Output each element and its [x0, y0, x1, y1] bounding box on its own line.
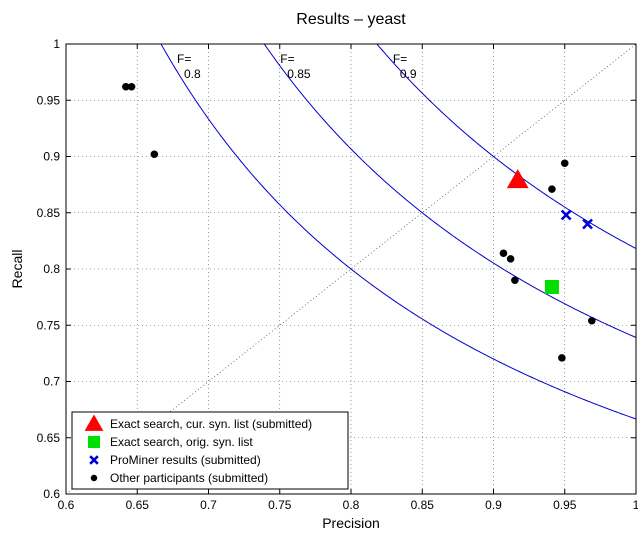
data-point-x [582, 218, 593, 230]
legend-marker-triangle [84, 414, 104, 431]
f-curves [160, 43, 637, 420]
f-curve-label-prefix: F= [177, 52, 191, 66]
x-tick-label: 0.85 [411, 498, 435, 512]
data-point-x [560, 209, 572, 221]
data-point-dot [150, 150, 159, 159]
y-tick-label: 0.65 [37, 431, 61, 445]
f-curve-label-prefix: F= [280, 52, 294, 66]
legend-entry-label: ProMiner results (submitted) [110, 453, 261, 467]
data-point-dot [506, 255, 515, 263]
y-tick-label: 0.75 [37, 318, 61, 332]
legend-marker-dot [90, 474, 98, 482]
y-tick-label: 0.7 [43, 375, 60, 389]
x-tick-label: 0.6 [58, 498, 75, 512]
data-points [122, 82, 596, 362]
y-tick-label: 0.9 [43, 150, 60, 164]
f-curve-0-85 [263, 43, 637, 338]
x-tick-label: 0.75 [268, 498, 292, 512]
x-axis-label: Precision [322, 515, 380, 531]
x-tick-label: 1 [633, 498, 638, 512]
data-point-triangle [506, 169, 529, 189]
legend: Exact search, cur. syn. list (submitted)… [71, 411, 349, 490]
x-marker-stroke [89, 455, 99, 465]
x-tick-label: 0.95 [553, 498, 577, 512]
data-point-dot [588, 316, 596, 325]
data-point-dot [499, 249, 508, 258]
legend-box [71, 411, 349, 490]
y-axis-label: Recall [9, 250, 25, 289]
legend-marker-square [87, 435, 101, 449]
y-axis: 0.6 0.65 0.7 0.75 0.8 0.85 0.9 0.95 1 [37, 37, 636, 501]
data-point-dot [560, 159, 569, 168]
x-tick-label: 0.9 [485, 498, 502, 512]
f-curve-0-9 [376, 43, 637, 249]
f-curve-label-prefix: F= [393, 52, 407, 66]
x-tick-label: 0.65 [126, 498, 150, 512]
data-point-square [544, 280, 559, 294]
chart-title: Results – yeast [296, 11, 406, 28]
y-tick-label: 0.8 [43, 262, 60, 276]
x-marker-stroke [560, 209, 572, 221]
x-axis: 0.6 0.65 0.7 0.75 0.8 0.85 0.9 0.95 1 [58, 44, 638, 512]
f-curve-labels: F=0.8F=0.85F=0.9 [177, 52, 417, 81]
f-curve-0-8 [160, 43, 637, 420]
data-point-dot [122, 82, 130, 91]
data-point-dot [511, 276, 519, 285]
data-point-dot [127, 82, 136, 91]
y-tick-label: 0.85 [37, 206, 61, 220]
data-point-dot [548, 185, 556, 193]
x-tick-label: 0.8 [343, 498, 360, 512]
data-point-dot [558, 354, 566, 362]
legend-entry-label: Exact search, cur. syn. list (submitted) [110, 417, 312, 431]
legend-entry-label: Exact search, orig. syn. list [110, 435, 253, 449]
f-curve-label-value: 0.85 [287, 67, 311, 81]
f-curve-label-value: 0.9 [400, 67, 417, 81]
y-tick-label: 1 [53, 37, 60, 51]
legend-marker-x [89, 455, 99, 465]
y-tick-label: 0.6 [43, 487, 60, 501]
y-tick-label: 0.95 [37, 93, 61, 107]
x-marker-stroke [582, 218, 593, 230]
legend-entry-label: Other participants (submitted) [110, 471, 268, 485]
f-curve-label-value: 0.8 [184, 67, 201, 81]
x-tick-label: 0.7 [200, 498, 217, 512]
